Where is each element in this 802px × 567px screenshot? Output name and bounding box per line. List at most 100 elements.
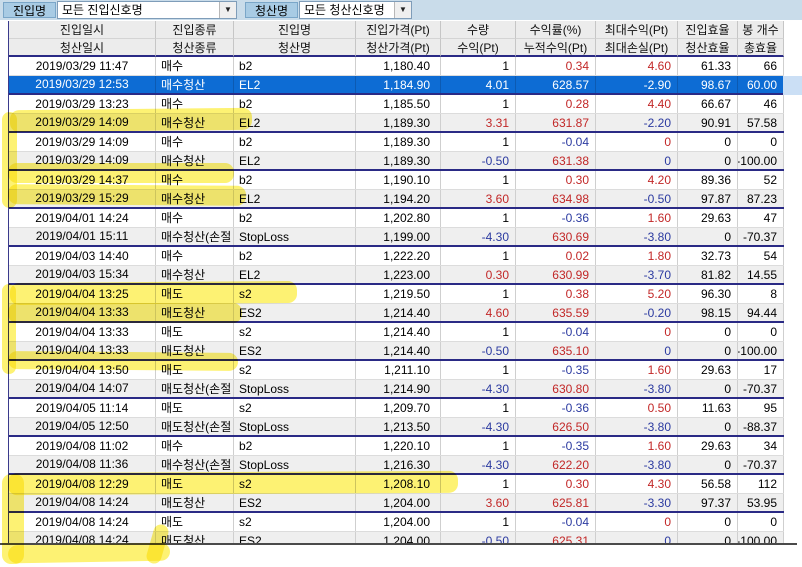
cell-kind: 매도 bbox=[156, 361, 234, 379]
cell-price: 1,189.30 bbox=[356, 114, 441, 131]
exit-filter-value: 모든 청산신호명 bbox=[304, 3, 385, 17]
table-row[interactable]: 2019/04/04 13:50 매도 s2 1,211.10 1 -0.35 1.60 29… bbox=[9, 361, 784, 380]
cell-max: 1.80 bbox=[596, 247, 678, 265]
entry-dropdown-button[interactable]: ▼ bbox=[219, 2, 236, 18]
cell-max: 4.60 bbox=[596, 57, 678, 75]
cell-kind: 매수 bbox=[156, 171, 234, 189]
header-cell-pct: 누적수익(Pt) bbox=[516, 39, 596, 57]
cell-datetime: 2019/03/29 11:47 bbox=[9, 57, 156, 75]
cell-eff: 0 bbox=[678, 323, 738, 341]
cell-price: 1,209.70 bbox=[356, 399, 441, 417]
exit-filter-dropdown[interactable]: 모든 청산신호명 ▼ bbox=[299, 1, 412, 19]
table-row[interactable]: 2019/03/29 14:37 매수 b2 1,190.10 1 0.30 4.20 89.… bbox=[9, 171, 784, 190]
cell-pct: 622.20 bbox=[516, 456, 596, 473]
cell-kind: 매수 bbox=[156, 133, 234, 151]
cell-eff: 98.67 bbox=[678, 76, 738, 93]
cell-kind: 매도청산(손절 bbox=[156, 380, 234, 397]
cell-bars: 17 bbox=[738, 361, 784, 379]
table-row[interactable]: 2019/04/08 14:24 매도 s2 1,204.00 1 -0.04 0 0 0 bbox=[9, 513, 784, 532]
cell-eff: 98.15 bbox=[678, 304, 738, 321]
cell-price: 1,214.40 bbox=[356, 342, 441, 359]
cell-datetime: 2019/04/04 13:25 bbox=[9, 285, 156, 303]
cell-signal: b2 bbox=[234, 133, 356, 151]
cell-price: 1,208.10 bbox=[356, 475, 441, 493]
table-row[interactable]: 2019/04/08 12:29 매도 s2 1,208.10 1 0.30 4.30 56.… bbox=[9, 475, 784, 494]
exit-dropdown-button[interactable]: ▼ bbox=[394, 2, 411, 18]
table-row[interactable]: 2019/04/08 14:24 매도청산 ES2 1,204.00 3.60 625.8… bbox=[9, 494, 784, 513]
cell-eff: 0 bbox=[678, 418, 738, 435]
table-row[interactable]: 2019/04/05 12:50 매도청산(손절 StopLoss 1,213.50-… bbox=[9, 418, 784, 437]
table-row[interactable]: 2019/04/03 14:40 매수 b2 1,222.20 1 0.02 1.80 32.… bbox=[9, 247, 784, 266]
cell-eff: 0 bbox=[678, 380, 738, 397]
header-cell-qty: 수량 bbox=[441, 21, 516, 39]
cell-signal: StopLoss bbox=[234, 456, 356, 473]
table-row[interactable]: 2019/04/04 13:33 매도청산 ES2 1,214.40 -0.50 635.… bbox=[9, 342, 784, 361]
cell-eff: 11.63 bbox=[678, 399, 738, 417]
table-row[interactable]: 2019/04/01 15:11 매수청산(손절 StopLoss 1,199.00-… bbox=[9, 228, 784, 247]
cell-max: -0.50 bbox=[596, 190, 678, 207]
cell-signal: EL2 bbox=[234, 114, 356, 131]
table-row[interactable]: 2019/03/29 13:23 매수 b2 1,185.50 1 0.28 4.40 66.… bbox=[9, 95, 784, 114]
cell-price: 1,194.20 bbox=[356, 190, 441, 207]
cell-qty: -4.30 bbox=[441, 228, 516, 245]
table-row[interactable]: 2019/04/08 11:36 매수청산(손절 StopLoss 1,216.30-… bbox=[9, 456, 784, 475]
cell-max: 4.40 bbox=[596, 95, 678, 113]
cell-kind: 매수청산 bbox=[156, 266, 234, 283]
cell-datetime: 2019/04/08 11:36 bbox=[9, 456, 156, 473]
trades-table: 진입일시 진입종류 진입명 진입가격(Pt) 수량 수익률(%) 최대수익(Pt) 진입효율 봉… bbox=[8, 21, 784, 545]
cell-qty: 3.60 bbox=[441, 494, 516, 511]
cell-bars: 60.00 bbox=[738, 76, 784, 93]
cell-bars: 46 bbox=[738, 95, 784, 113]
table-row[interactable]: 2019/04/08 14:24 매도청산 ES2 1,204.00 -0.50 625.… bbox=[9, 532, 784, 545]
cell-kind: 매수 bbox=[156, 209, 234, 227]
entry-filter-dropdown[interactable]: 모든 진입신호명 ▼ bbox=[57, 1, 237, 19]
table-row[interactable]: 2019/03/29 14:09 매수청산 EL2 1,189.30 3.31 631.8… bbox=[9, 114, 784, 133]
cell-signal: EL2 bbox=[234, 152, 356, 169]
cell-price: 1,214.40 bbox=[356, 304, 441, 321]
table-row[interactable]: 2019/03/29 11:47 매수 b2 1,180.40 1 0.34 4.60 61.… bbox=[9, 57, 784, 76]
table-row[interactable]: 2019/04/04 13:25 매도 s2 1,219.50 1 0.38 5.20 96.… bbox=[9, 285, 784, 304]
cell-qty: 1 bbox=[441, 475, 516, 493]
cell-max: 0 bbox=[596, 532, 678, 545]
header-cell-kind: 청산종류 bbox=[156, 39, 234, 57]
cell-signal: ES2 bbox=[234, 342, 356, 359]
table-row[interactable]: 2019/03/29 14:09 매수청산 EL2 1,189.30 -0.50 631.… bbox=[9, 152, 784, 171]
table-row[interactable]: 2019/04/04 13:33 매도청산 ES2 1,214.40 4.60 635.5… bbox=[9, 304, 784, 323]
cell-price: 1,190.10 bbox=[356, 171, 441, 189]
cell-signal: StopLoss bbox=[234, 418, 356, 435]
cell-bars: 94.44 bbox=[738, 304, 784, 321]
cell-price: 1,214.40 bbox=[356, 323, 441, 341]
cell-qty: 3.31 bbox=[441, 114, 516, 131]
cell-signal: StopLoss bbox=[234, 228, 356, 245]
table-row-selected[interactable]: 2019/03/29 12:53 매수청산 EL2 1,184.90 4.01 628.5… bbox=[9, 76, 784, 95]
table-row[interactable]: 2019/04/08 11:02 매수 b2 1,220.10 1 -0.35 1.60 29… bbox=[9, 437, 784, 456]
cell-pct: 634.98 bbox=[516, 190, 596, 207]
cell-eff: 61.33 bbox=[678, 57, 738, 75]
table-bottom-border bbox=[0, 543, 797, 545]
cell-max: 4.20 bbox=[596, 171, 678, 189]
cell-bars: 14.55 bbox=[738, 266, 784, 283]
cell-price: 1,213.50 bbox=[356, 418, 441, 435]
cell-datetime: 2019/04/08 14:24 bbox=[9, 513, 156, 531]
cell-price: 1,222.20 bbox=[356, 247, 441, 265]
cell-kind: 매도청산 bbox=[156, 494, 234, 511]
table-row[interactable]: 2019/04/03 15:34 매수청산 EL2 1,223.00 0.30 630.9… bbox=[9, 266, 784, 285]
table-row[interactable]: 2019/03/29 15:29 매수청산 EL2 1,194.20 3.60 634.9… bbox=[9, 190, 784, 209]
table-row[interactable]: 2019/04/01 14:24 매수 b2 1,202.80 1 -0.36 1.60 29… bbox=[9, 209, 784, 228]
cell-kind: 매수청산 bbox=[156, 114, 234, 131]
table-row[interactable]: 2019/04/04 13:33 매도 s2 1,214.40 1 -0.04 0 0 0 bbox=[9, 323, 784, 342]
cell-signal: ES2 bbox=[234, 494, 356, 511]
cell-pct: 628.57 bbox=[516, 76, 596, 93]
cell-kind: 매수 bbox=[156, 437, 234, 455]
table-row[interactable]: 2019/03/29 14:09 매수 b2 1,189.30 1 -0.04 0 0 0 bbox=[9, 133, 784, 152]
cell-eff: 89.36 bbox=[678, 171, 738, 189]
table-row[interactable]: 2019/04/04 14:07 매도청산(손절 StopLoss 1,214.90-… bbox=[9, 380, 784, 399]
header-cell-eff: 청산효율 bbox=[678, 39, 738, 57]
cell-eff: 97.37 bbox=[678, 494, 738, 511]
header-cell-datetime: 진입일시 bbox=[9, 21, 156, 39]
table-row[interactable]: 2019/04/05 11:14 매도 s2 1,209.70 1 -0.36 0.50 11… bbox=[9, 399, 784, 418]
cell-bars: 112 bbox=[738, 475, 784, 493]
header-cell-price: 진입가격(Pt) bbox=[356, 21, 441, 39]
cell-pct: 0.30 bbox=[516, 475, 596, 493]
cell-kind: 매도청산 bbox=[156, 532, 234, 545]
